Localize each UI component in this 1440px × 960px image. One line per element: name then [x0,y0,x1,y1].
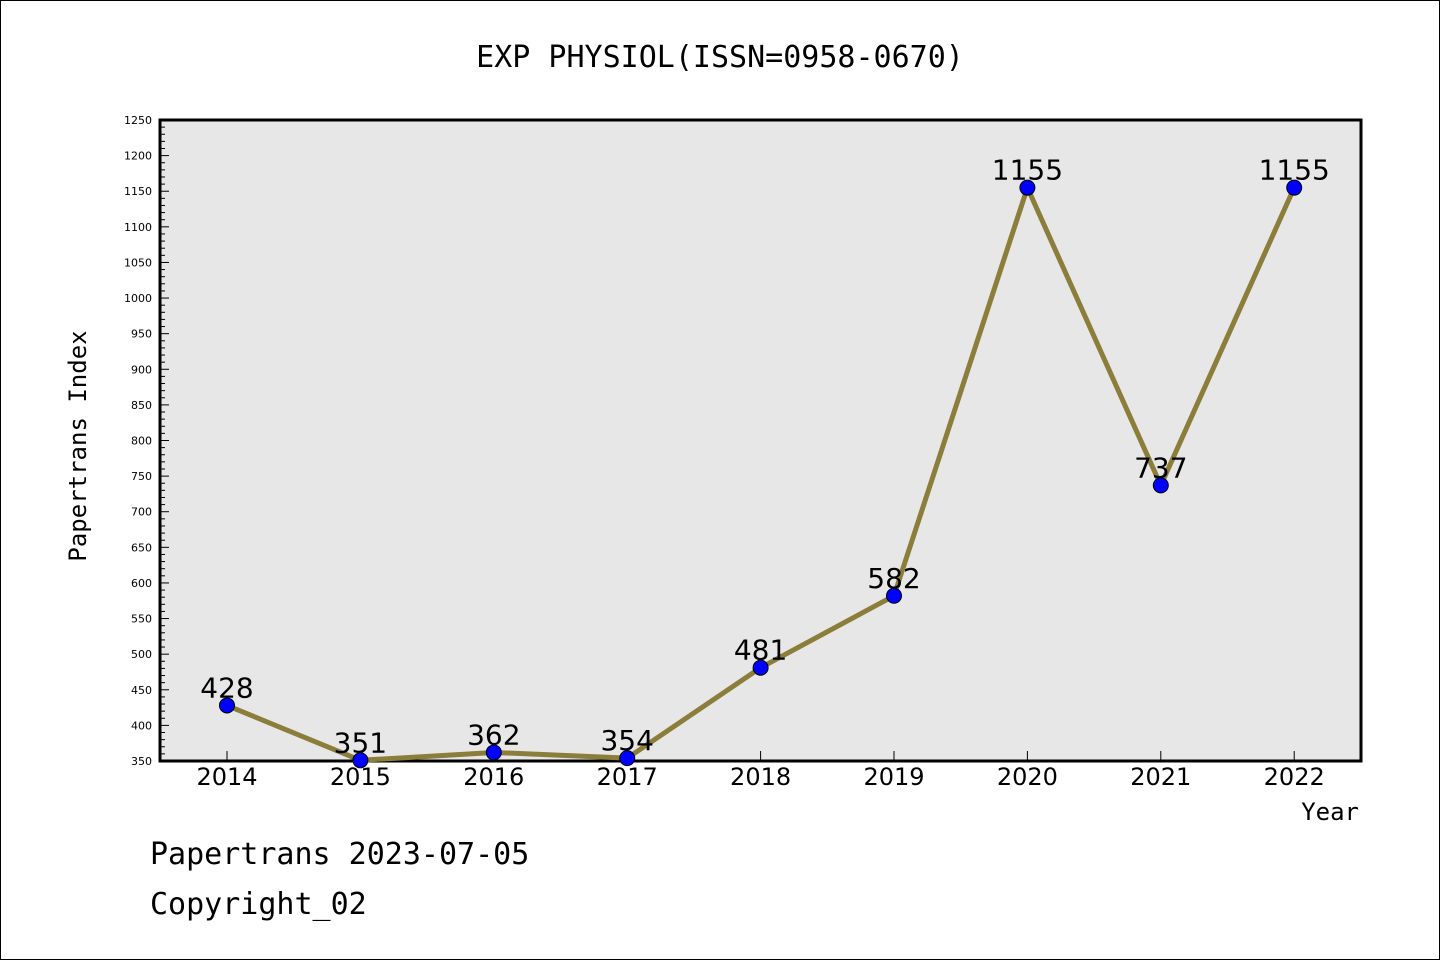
data-point [1019,179,1036,196]
data-label: 1155 [992,154,1063,187]
y-tick-label: 1000 [124,292,152,305]
y-tick-label: 550 [131,613,152,626]
y-tick-label: 1250 [124,114,152,127]
x-axis: 2014 2015 2016 2017 2018 2019 2020 2021 2022 [196,751,1325,791]
y-tick-label: 400 [131,719,152,732]
y-tick-label: 500 [131,648,152,661]
x-tick-label: 2022 [1264,763,1325,791]
data-label-group: 428 351 362 354 481 582 1155 737 1155 [200,154,1330,760]
footer-copyright: Copyright_02 [150,887,367,922]
y-axis-label: Papertrans Index [64,330,92,561]
x-tick-label: 2014 [196,763,257,791]
data-point [1286,179,1303,196]
y-tick-label: 650 [131,541,152,554]
data-point [485,744,502,761]
y-tick-label: 700 [131,506,152,519]
data-point [886,587,902,604]
x-tick-label: 2021 [1130,763,1191,791]
x-tick-label: 2020 [997,763,1058,791]
y-tick-label: 1100 [124,221,152,234]
x-tick-label: 2016 [463,763,524,791]
data-label: 582 [867,562,920,595]
y-tick-label: 900 [131,363,152,376]
data-label: 737 [1134,451,1187,484]
data-label: 351 [334,726,387,759]
y-axis: 350 400 450 500 550 600 650 700 750 800 850 900 950 1… [124,114,169,768]
x-axis-label: Year [1301,798,1359,826]
y-tick-label: 950 [131,328,152,341]
y-tick-label: 800 [131,435,152,448]
x-tick-label: 2019 [863,763,924,791]
data-point [619,750,636,767]
footer-date: Papertrans 2023-07-05 [150,837,529,872]
y-tick-label: 450 [131,684,152,697]
data-label: 428 [200,671,253,704]
data-point [752,659,769,676]
data-label: 1155 [1259,154,1330,187]
y-tick-label: 1050 [124,256,152,269]
y-tick-label: 750 [131,470,152,483]
chart-title: EXP PHYSIOL(ISSN=0958-0670) [476,40,964,75]
data-label: 481 [734,634,787,667]
data-label: 354 [600,724,653,757]
marker-group [219,179,1303,769]
data-point [219,697,235,714]
y-tick-label: 1150 [124,185,152,198]
y-tick-label: 1200 [124,150,152,163]
x-tick-label: 2018 [730,763,791,791]
data-point [1152,477,1169,494]
y-tick-label: 850 [131,399,152,412]
data-point [352,752,369,769]
data-label: 362 [467,718,520,751]
y-tick-label: 350 [131,755,152,768]
y-tick-label: 600 [131,577,152,590]
x-tick-label: 2017 [597,763,658,791]
plot-area [158,118,1363,763]
